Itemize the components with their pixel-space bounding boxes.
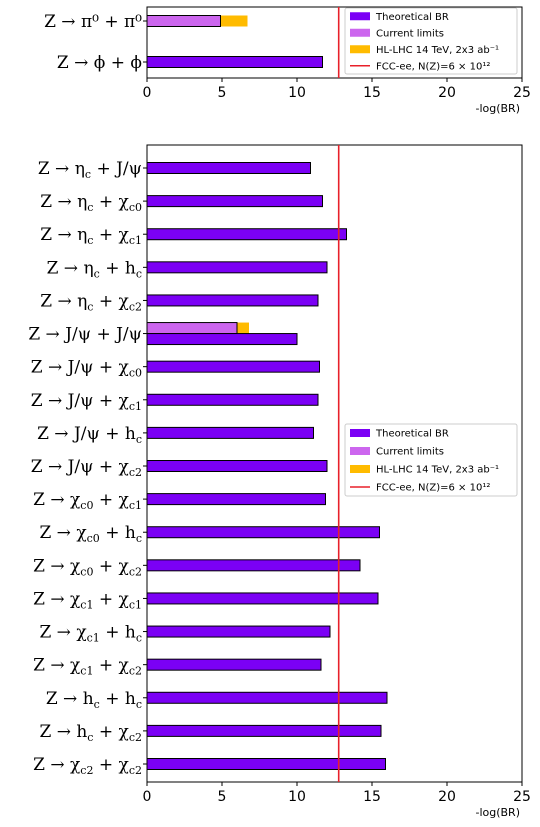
legend-label-hl_lhc: HL-LHC 14 TeV, 2x3 ab⁻¹ xyxy=(376,45,499,56)
category-label-18: Z → χc2 + χc2 xyxy=(33,755,142,777)
bar-theoretical-9 xyxy=(146,460,328,472)
category-label-13: Z → χc1 + χc1 xyxy=(33,589,142,611)
legend-label-fcc: FCC-ee, N(Z)=6 × 10¹² xyxy=(376,61,490,72)
x-axis-label: -log(BR) xyxy=(475,806,520,819)
legend-label-fcc: FCC-ee, N(Z)=6 × 10¹² xyxy=(376,483,490,494)
bar-theoretical-6 xyxy=(146,360,320,373)
bar-theoretical-17 xyxy=(146,724,382,737)
x-axis-label: -log(BR) xyxy=(475,102,520,115)
x-tick-label-15: 15 xyxy=(363,789,381,805)
bar-theoretical-18 xyxy=(146,758,386,770)
bar-theoretical-5 xyxy=(146,333,298,346)
legend-label-hl_lhc: HL-LHC 14 TeV, 2x3 ab⁻¹ xyxy=(376,465,499,476)
category-label-8: Z → J/ψ + hc xyxy=(37,424,142,446)
bar-current-limit-5 xyxy=(146,322,238,335)
category-label-11: Z → χc0 + hc xyxy=(39,523,142,545)
x-tick-label-20: 20 xyxy=(438,85,456,101)
bar-theoretical-16 xyxy=(146,691,388,704)
category-label-0: Z → π⁰ + π⁰ xyxy=(44,12,142,32)
legend-swatch-current xyxy=(350,28,370,37)
legend-box xyxy=(344,7,518,75)
legend-box xyxy=(344,423,518,497)
category-label-1: Z → ϕ + ϕ xyxy=(57,53,142,73)
bar-theoretical-13 xyxy=(146,592,379,605)
category-label-0: Z → ηc + J/ψ xyxy=(38,159,142,181)
bar-theoretical-14 xyxy=(146,625,331,638)
bar-theoretical-10 xyxy=(146,493,326,506)
category-label-4: Z → ηc + χc2 xyxy=(40,291,142,313)
legend-swatch-current xyxy=(350,447,370,455)
legend-swatch-hl_lhc xyxy=(350,465,370,473)
category-label-12: Z → χc0 + χc2 xyxy=(33,556,142,578)
plot-frame xyxy=(146,6,523,79)
bar-theoretical-7 xyxy=(146,393,319,406)
category-label-1: Z → ηc + χc0 xyxy=(40,192,142,214)
category-label-10: Z → χc0 + χc1 xyxy=(33,490,142,512)
category-label-17: Z → hc + χc2 xyxy=(39,722,142,744)
bar-theoretical-8 xyxy=(146,426,314,439)
bar-theoretical-1 xyxy=(146,195,323,208)
category-label-5: Z → J/ψ + J/ψ xyxy=(28,325,142,345)
category-label-15: Z → χc1 + χc2 xyxy=(33,656,142,678)
category-label-14: Z → χc1 + hc xyxy=(39,623,142,645)
legend-label-theoretical: Theoretical BR xyxy=(375,12,449,23)
bar-theoretical-11 xyxy=(146,526,380,539)
legend-swatch-theoretical xyxy=(350,12,370,21)
legend-swatch-theoretical xyxy=(350,429,370,437)
bar-theoretical-4 xyxy=(146,294,319,307)
legend-label-current: Current limits xyxy=(376,447,444,458)
x-tick-label-10: 10 xyxy=(288,789,306,805)
x-tick-label-20: 20 xyxy=(438,789,456,805)
chart-charmonium: Z → ηc + J/ψ Z → ηc + χc0 Z → ηc + χc1 Z → … xyxy=(28,144,531,819)
legend: Theoretical BR Current limits HL-LHC 14 Te… xyxy=(344,7,518,75)
chart-light-mesons: Z → π⁰ + π⁰ Z → ϕ + ϕ0 5 10 15 20 25-log(BR) Th… xyxy=(44,6,531,115)
x-tick-label-10: 10 xyxy=(288,85,306,101)
bar-theoretical-0 xyxy=(146,162,311,174)
bar-theoretical-15 xyxy=(146,658,322,671)
x-tick-label-0: 0 xyxy=(143,85,152,101)
category-label-7: Z → J/ψ + χc1 xyxy=(31,391,142,413)
category-label-9: Z → J/ψ + χc2 xyxy=(31,457,142,479)
bar-current-limit-0 xyxy=(146,15,221,27)
legend: Theoretical BR Current limits HL-LHC 14 Te… xyxy=(344,423,518,497)
x-tick-label-25: 25 xyxy=(513,789,531,805)
bar-theoretical-2 xyxy=(146,228,347,241)
x-tick-label-0: 0 xyxy=(143,789,152,805)
category-label-2: Z → ηc + χc1 xyxy=(40,225,142,247)
x-tick-label-5: 5 xyxy=(218,789,227,805)
legend-label-current: Current limits xyxy=(376,28,444,39)
category-label-6: Z → J/ψ + χc0 xyxy=(31,358,142,380)
bar-theoretical-3 xyxy=(146,261,328,274)
category-label-3: Z → ηc + hc xyxy=(47,258,142,280)
bar-theoretical-1 xyxy=(146,56,323,68)
x-tick-label-5: 5 xyxy=(218,85,227,101)
x-tick-label-15: 15 xyxy=(363,85,381,101)
x-tick-label-25: 25 xyxy=(513,85,531,101)
legend-label-theoretical: Theoretical BR xyxy=(375,429,449,440)
legend-swatch-hl_lhc xyxy=(350,45,370,54)
bar-theoretical-12 xyxy=(146,559,361,572)
category-label-16: Z → hc + hc xyxy=(46,689,142,711)
